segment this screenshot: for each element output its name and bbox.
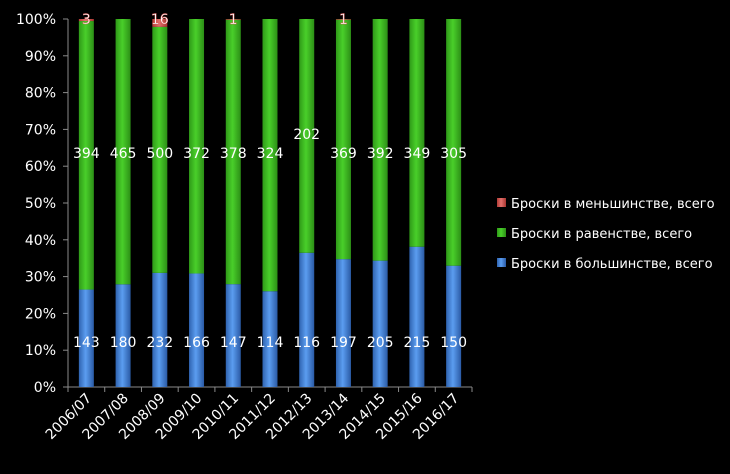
data-label: 116 [293,335,320,351]
bar-segment-even-strength [225,19,241,285]
data-label: 349 [404,146,431,162]
data-label: 3 [82,12,91,28]
bar-segment-even-strength [446,19,462,266]
bar-segment-short-handed [335,19,351,20]
legend-label: Броски в равенстве, всего [511,227,692,242]
bar-segment-power-play [115,284,131,387]
y-tick-label: 80% [25,86,56,102]
bar-segment-power-play [409,246,425,387]
bar-segment-power-play [299,252,315,387]
y-axis: 0% 10% 20% 30% 40% 50% 60% 70% 80% 90% 100% [16,12,68,396]
bar-segment-even-strength [409,19,425,247]
data-label: 147 [220,335,247,351]
bar-segment-power-play [78,289,94,387]
data-label: 378 [220,146,247,162]
bar-segment-even-strength [335,19,351,260]
bar-segment-even-strength [299,19,315,253]
bar-segment-short-handed [78,19,94,22]
data-label: 150 [440,335,467,351]
y-tick-label: 40% [25,233,56,249]
y-tick-label: 90% [25,49,56,65]
bar-segment-short-handed [152,19,168,27]
y-tick-label: 50% [25,196,56,212]
bar-segment-even-strength [189,19,205,274]
data-labels: 143 394 3 180 465 232 500 16 166 372 147 378 1 114 324… [73,12,467,351]
y-tick-label: 60% [25,159,56,175]
bar-segment-power-play [189,273,205,387]
data-label: 202 [293,127,320,143]
legend-swatch [497,228,506,237]
data-label: 372 [183,146,210,162]
bar-segment-even-strength [152,26,168,273]
y-tick-label: 100% [16,12,56,28]
bar-segment-power-play [225,284,241,387]
legend-swatch [497,198,506,207]
data-label: 500 [146,146,173,162]
y-tick-label: 30% [25,270,56,286]
data-label: 114 [257,335,284,351]
data-label: 232 [146,335,173,351]
x-axis: 2006/072007/082008/092009/102010/112011/… [43,387,473,443]
y-tick-label: 20% [25,306,56,322]
legend-label: Броски в большинстве, всего [511,257,713,272]
bar-segment-power-play [372,260,388,387]
bar-segment-even-strength [78,21,94,290]
data-label: 1 [229,12,238,28]
bar-segment-even-strength [372,19,388,261]
bar-segment-even-strength [115,19,131,285]
data-label: 305 [440,146,467,162]
y-tick-label: 70% [25,122,56,138]
bar-segment-short-handed [225,19,241,20]
data-label: 465 [110,146,137,162]
data-label: 197 [330,335,357,351]
data-label: 215 [404,335,431,351]
data-label: 205 [367,335,394,351]
bar-segment-power-play [335,259,351,387]
bar-segment-even-strength [262,19,278,292]
data-label: 16 [151,12,169,28]
legend-swatch [497,258,506,267]
bar-segment-power-play [446,265,462,387]
data-label: 369 [330,146,357,162]
legend: Броски в меньшинстве, всего Броски в раве… [497,197,715,272]
data-label: 1 [339,12,348,28]
bar-segment-power-play [262,291,278,387]
bar-segment-power-play [152,272,168,387]
data-label: 180 [110,335,137,351]
data-label: 392 [367,146,394,162]
y-tick-label: 0% [34,380,56,396]
data-label: 143 [73,335,100,351]
data-label: 394 [73,146,100,162]
data-label: 166 [183,335,210,351]
data-label: 324 [257,146,284,162]
legend-label: Броски в меньшинстве, всего [511,197,715,212]
y-tick-label: 10% [25,343,56,359]
bars [78,19,462,387]
